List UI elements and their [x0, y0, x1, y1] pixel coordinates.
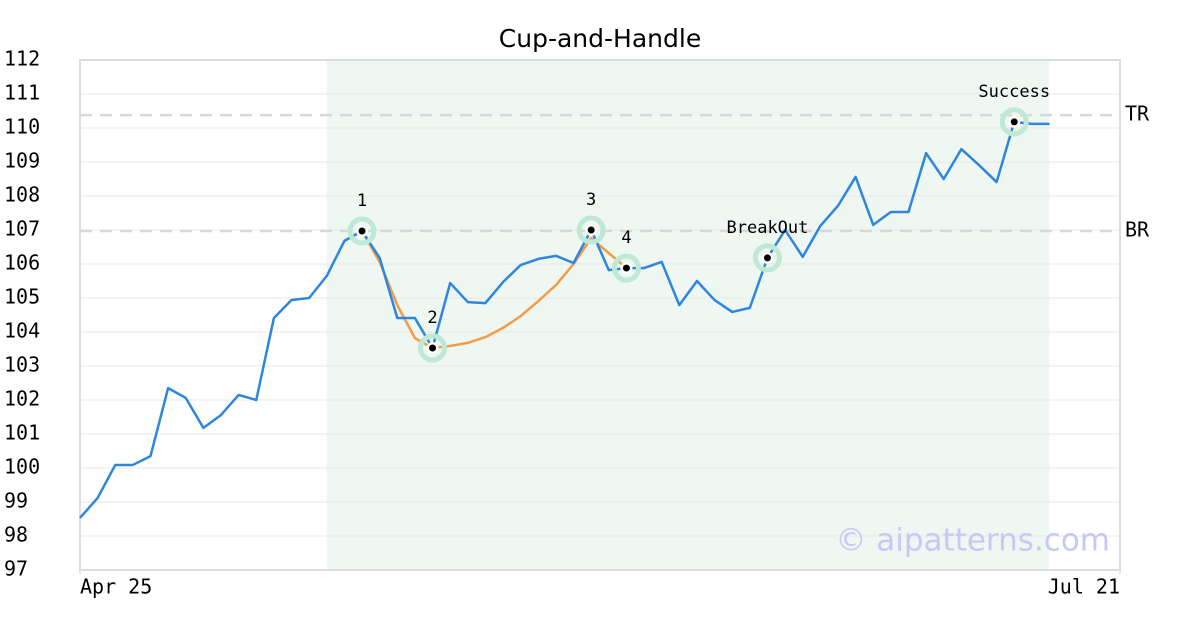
annotation-label: 1 [357, 191, 367, 211]
annotation-label: 4 [621, 228, 631, 248]
x-tick-label: Jul 21 [1048, 575, 1120, 599]
y-tick-label: 110 [4, 115, 40, 139]
y-tick-label: 109 [4, 149, 40, 173]
x-tick-label: Apr 25 [80, 575, 152, 599]
y-tick-label: 101 [4, 421, 40, 445]
y-tick-label: 99 [4, 489, 28, 513]
y-tick-label: 105 [4, 285, 40, 309]
annotation-halo [999, 107, 1029, 137]
y-tick-label: 98 [4, 523, 28, 547]
y-tick-label: 106 [4, 251, 40, 275]
y-tick-label: 111 [4, 81, 40, 105]
annotation-halo [347, 216, 377, 246]
annotation-halo [418, 333, 448, 363]
annotation-label: 3 [586, 190, 596, 210]
annotation-halo [576, 215, 606, 245]
y-tick-label: 107 [4, 217, 40, 241]
annotation-dot [587, 226, 595, 234]
watermark: © aipatterns.com [835, 523, 1110, 559]
annotation-label: BreakOut [727, 218, 809, 238]
plot-frame [79, 59, 1121, 571]
level-label: BR [1125, 218, 1150, 242]
annotation-halo [752, 243, 782, 273]
series-line [360, 230, 628, 350]
y-tick-label: 103 [4, 353, 40, 377]
y-tick-label: 108 [4, 183, 40, 207]
shade-region [326, 60, 1050, 570]
annotation-dot [763, 254, 771, 262]
annotation-halo [611, 253, 641, 283]
chart-title: Cup-and-Handle [499, 24, 701, 53]
y-tick-label: 104 [4, 319, 40, 343]
annotation-dot [1010, 118, 1018, 126]
y-tick-label: 100 [4, 455, 40, 479]
y-tick-label: 112 [4, 47, 40, 71]
level-label: TR [1125, 102, 1150, 126]
y-tick-label: 97 [4, 557, 28, 581]
annotation-dot [429, 344, 437, 352]
annotation-label: 2 [427, 308, 437, 328]
y-tick-label: 102 [4, 387, 40, 411]
annotation-label: Success [978, 82, 1050, 102]
annotation-dot [622, 264, 630, 272]
annotation-dot [358, 227, 366, 235]
series-line [79, 120, 1050, 519]
